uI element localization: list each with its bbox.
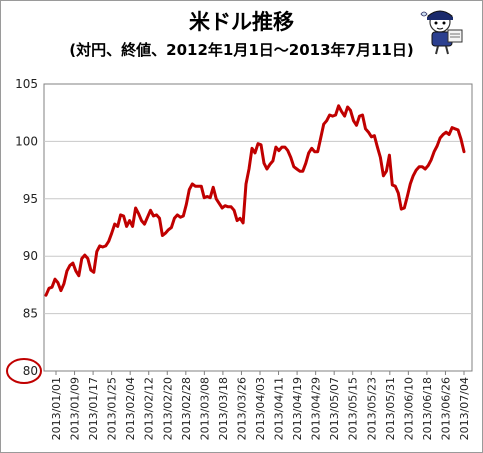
x-tick-label: 2013/04/19	[291, 377, 304, 440]
x-tick-label: 2013/01/17	[87, 377, 100, 440]
x-tick-label: 2013/07/04	[458, 377, 471, 440]
y-tick-label: 85	[23, 307, 38, 321]
chart-subtitle: (対円、終値、2012年1月1日〜2013年7月11日)	[69, 41, 414, 59]
y-tick-label: 95	[23, 192, 38, 206]
x-tick-label: 2013/05/23	[365, 377, 378, 440]
chart-title: 米ドル推移	[189, 10, 294, 34]
x-tick-label: 2013/03/26	[235, 377, 248, 440]
y-tick-label: 80	[23, 364, 38, 378]
x-tick-label: 2013/05/07	[328, 377, 341, 440]
plot-area	[43, 83, 473, 372]
x-tick-label: 2013/05/31	[384, 377, 397, 440]
x-tick-label: 2013/06/18	[421, 377, 434, 440]
mascot-icon	[420, 10, 463, 55]
highlight-circle	[6, 358, 42, 384]
y-tick-label: 105	[15, 77, 38, 91]
x-tick-label: 2013/02/28	[180, 377, 193, 440]
x-tick-label: 2013/01/01	[50, 377, 63, 440]
x-tick-label: 2013/03/18	[217, 377, 230, 440]
y-tick-label: 100	[15, 134, 38, 148]
x-tick-label: 2013/04/29	[310, 377, 323, 440]
x-tick-label: 2013/03/08	[198, 377, 211, 440]
y-tick-label: 90	[23, 249, 38, 263]
x-tick-label: 2013/06/26	[439, 377, 452, 440]
x-tick-label: 2013/04/03	[254, 377, 267, 440]
x-tick-label: 2013/01/09	[69, 377, 82, 440]
x-tick-label: 2013/05/15	[347, 377, 360, 440]
x-tick-label: 2013/02/20	[161, 377, 174, 440]
x-tick-label: 2013/06/10	[402, 377, 415, 440]
x-tick-label: 2013/02/04	[124, 377, 137, 440]
x-tick-label: 2013/04/11	[273, 377, 286, 440]
series-line	[44, 104, 466, 297]
x-tick-label: 2013/02/12	[143, 377, 156, 440]
x-tick-label: 2013/01/25	[106, 377, 119, 440]
